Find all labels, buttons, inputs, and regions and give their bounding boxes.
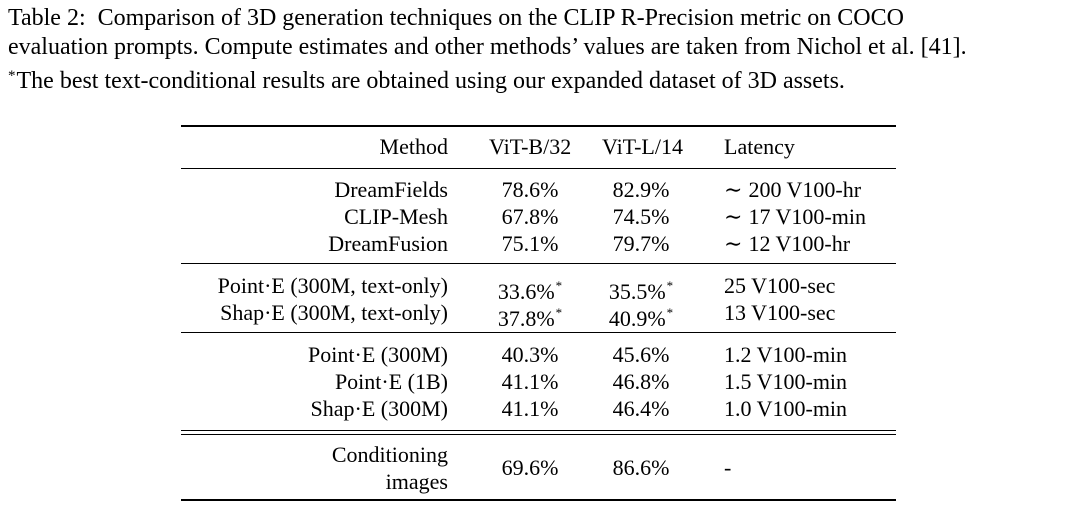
method-cell: Shap·E (300M, text-only) (220, 300, 448, 325)
table-bottom-rule (181, 499, 896, 501)
vitl-value: 35.5% (608, 279, 666, 304)
latency-cell: 1.2 V100-min (724, 342, 848, 367)
method-cell: Point·E (1B) (334, 369, 448, 394)
header-latency: Latency (724, 134, 795, 159)
latency-cell: 13 V100-sec (724, 300, 836, 325)
vitb-cell: 75.1% (501, 231, 559, 256)
method-cell: Conditioning images (332, 441, 448, 495)
group-rule (181, 332, 896, 333)
table-row: DreamFusion 75.1% 79.7% ∼ 12 V100-hr (181, 230, 896, 257)
footnote-mark: * (666, 278, 674, 293)
method-cell: CLIP-Mesh (344, 204, 448, 229)
vitb-cell: 33.6%* (489, 272, 571, 305)
table-row: Point·E (1B) 41.1% 46.8% 1.5 V100-min (181, 368, 896, 395)
latency-cell: - (724, 455, 732, 480)
group-image-conditioned: Point·E (300M) 40.3% 45.6% 1.2 V100-min … (181, 341, 896, 422)
method-line-1: Conditioning (331, 442, 448, 467)
vitb-cell: 41.1% (501, 396, 559, 421)
vitl-value: 40.9% (608, 306, 666, 331)
vitb-cell: 41.1% (501, 369, 559, 394)
vitb-cell: 69.6% (501, 455, 559, 480)
caption-line-2: evaluation prompts. Compute estimates an… (8, 34, 967, 60)
vitl-cell: 82.9% (612, 177, 670, 202)
table-row: CLIP-Mesh 67.8% 74.5% ∼ 17 V100-min (181, 203, 896, 230)
approx-symbol: ∼ (724, 177, 743, 202)
vitb-cell: 40.3% (501, 342, 559, 367)
table-row: Shap·E (300M, text-only) 37.8%* 40.9%* 1… (181, 299, 896, 331)
double-rule (181, 430, 896, 435)
latency-cell: 1.0 V100-min (724, 396, 848, 421)
latency-cell: 25 V100-sec (724, 273, 836, 298)
table-row: Point·E (300M) 40.3% 45.6% 1.2 V100-min (181, 341, 896, 368)
method-cell: DreamFields (334, 177, 448, 202)
vitl-cell: 79.7% (612, 231, 670, 256)
header-rule (181, 168, 896, 169)
vitl-cell: 45.6% (612, 342, 670, 367)
caption-footnote-mark: * (8, 68, 16, 84)
latency-cell: ∼ 12 V100-hr (724, 230, 850, 257)
approx-symbol: ∼ (724, 204, 743, 229)
header-method: Method (379, 134, 448, 159)
header-vitl: ViT-L/14 (602, 134, 683, 159)
table-row: Point·E (300M, text-only) 33.6%* 35.5%* … (181, 272, 896, 304)
vitb-cell: 78.6% (501, 177, 559, 202)
latency-cell: 1.5 V100-min (724, 369, 848, 394)
vitl-cell: 40.9%* (602, 299, 680, 332)
method-cell: Shap·E (300M) (310, 396, 448, 421)
latency-value: 12 V100-hr (748, 231, 851, 256)
approx-symbol: ∼ (724, 231, 743, 256)
vitb-cell: 37.8%* (489, 299, 571, 332)
footnote-mark: * (555, 278, 563, 293)
caption-text-3: The best text-conditional results are ob… (16, 68, 845, 94)
vitb-value: 33.6% (497, 279, 555, 304)
vitb-value: 37.8% (497, 306, 555, 331)
latency-cell: ∼ 200 V100-hr (724, 176, 861, 203)
vitl-cell: 74.5% (612, 204, 670, 229)
method-cell: Point·E (300M) (308, 342, 448, 367)
vitl-cell: 35.5%* (602, 272, 680, 305)
results-table: Method ViT-B/32 ViT-L/14 Latency DreamFi… (181, 125, 896, 501)
caption-line-3: *The best text-conditional results are o… (8, 62, 1074, 96)
table-top-rule (181, 125, 896, 127)
group-baselines: DreamFields 78.6% 82.9% ∼ 200 V100-hr CLI… (181, 176, 896, 257)
vitl-cell: 46.4% (612, 396, 670, 421)
latency-value: 17 V100-min (748, 204, 866, 229)
vitb-cell: 67.8% (501, 204, 559, 229)
table-row: DreamFields 78.6% 82.9% ∼ 200 V100-hr (181, 176, 896, 203)
caption-line-1: Table 2: Comparison of 3D generation tech… (8, 4, 1074, 33)
vitl-cell: 46.8% (612, 369, 670, 394)
group-text-only: Point·E (300M, text-only) 33.6%* 35.5%* … (181, 272, 896, 331)
latency-value: 200 V100-hr (748, 177, 862, 202)
caption-label: Table 2: (8, 5, 86, 31)
group-rule (181, 263, 896, 264)
header-vitb: ViT-B/32 (489, 134, 572, 159)
table-row-conditioning-images: Conditioning images 69.6% 86.6% - (181, 441, 896, 495)
footnote-mark: * (666, 305, 674, 320)
table-caption: Table 2: Comparison of 3D generation tech… (8, 4, 1074, 96)
latency-cell: ∼ 17 V100-min (724, 203, 866, 230)
footnote-mark: * (555, 305, 563, 320)
method-cell: DreamFusion (328, 231, 448, 256)
method-line-2: images (385, 469, 448, 494)
table-header-row: Method ViT-B/32 ViT-L/14 Latency (181, 133, 896, 160)
caption-text-1: Comparison of 3D generation techniques o… (97, 5, 904, 31)
method-cell: Point·E (300M, text-only) (217, 273, 448, 298)
vitl-cell: 86.6% (612, 455, 670, 480)
table-row: Shap·E (300M) 41.1% 46.4% 1.0 V100-min (181, 395, 896, 422)
